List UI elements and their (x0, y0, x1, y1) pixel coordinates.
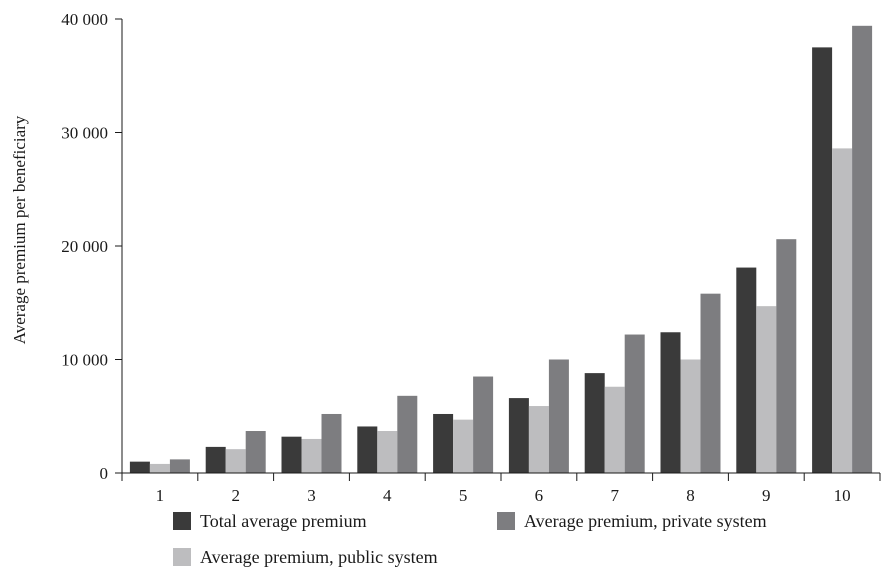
bar (357, 426, 378, 473)
bar (281, 436, 302, 473)
legend-label: Average premium, private system (524, 511, 767, 531)
legend-label: Total average premium (200, 511, 367, 531)
x-tick-label: 10 (834, 486, 851, 505)
y-tick-label: 20 000 (61, 237, 108, 256)
bar (624, 334, 645, 473)
x-axis-ticks: 1 2 3 4 5 6 7 8 9 10 (121, 473, 881, 505)
bar (832, 148, 853, 473)
bar (453, 419, 474, 473)
bar (377, 431, 398, 473)
bar (812, 47, 833, 473)
bar (433, 413, 454, 473)
y-tick-label: 0 (100, 464, 109, 483)
bar (169, 459, 190, 473)
legend-label: Average premium, public system (200, 547, 438, 567)
x-tick-label: 5 (459, 486, 468, 505)
bar (680, 359, 701, 473)
legend-swatch (497, 512, 515, 530)
x-tick-label: 7 (610, 486, 619, 505)
x-tick-label: 9 (762, 486, 771, 505)
y-axis-ticks: 0 10 000 20 000 30 000 40 000 (61, 10, 122, 483)
bar (397, 395, 418, 473)
bar (205, 446, 226, 473)
y-tick-label: 40 000 (61, 10, 108, 29)
bar (604, 386, 625, 473)
x-tick-label: 3 (307, 486, 316, 505)
x-tick-label: 8 (686, 486, 695, 505)
bar (245, 431, 266, 473)
legend-swatch (173, 512, 191, 530)
bar (225, 449, 246, 473)
x-tick-label: 6 (535, 486, 544, 505)
bar (776, 239, 797, 473)
bar (548, 359, 569, 473)
x-tick-label: 4 (383, 486, 392, 505)
y-tick-label: 30 000 (61, 124, 108, 143)
bar (756, 306, 777, 473)
bar (528, 406, 549, 473)
bar (660, 332, 681, 473)
x-tick-label: 2 (231, 486, 240, 505)
bar (321, 413, 342, 473)
bar (852, 25, 873, 474)
bar (149, 463, 170, 473)
y-tick-label: 10 000 (61, 351, 108, 370)
bar (736, 267, 757, 473)
bar (508, 398, 529, 473)
bar (700, 293, 721, 473)
x-tick-label: 1 (156, 486, 165, 505)
legend-swatch (173, 548, 191, 566)
bar (301, 438, 322, 473)
bars (129, 25, 873, 474)
y-axis-label: Average premium per beneficiary (10, 115, 29, 344)
bar (473, 376, 494, 473)
bar (129, 461, 150, 473)
legend: Total average premium Average premium, pr… (173, 511, 767, 567)
bar (584, 373, 605, 473)
